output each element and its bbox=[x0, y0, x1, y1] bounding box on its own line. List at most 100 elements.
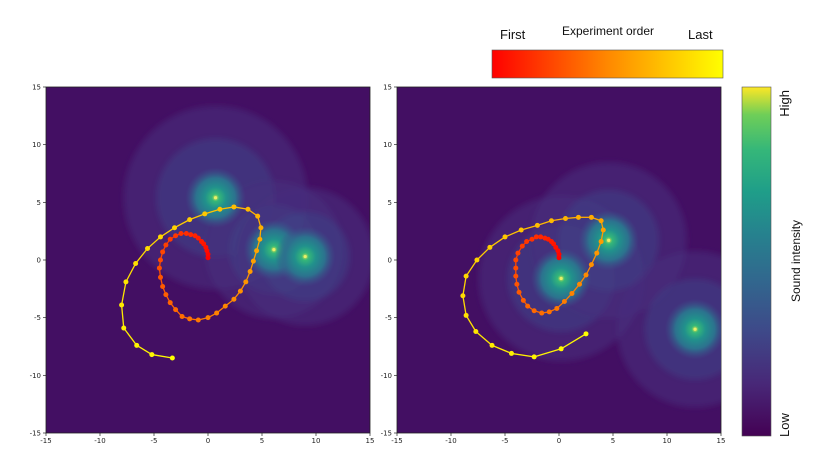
order-colorbar-first-label: First bbox=[500, 27, 526, 42]
experiment-point bbox=[531, 308, 537, 314]
experiment-point bbox=[474, 257, 480, 263]
experiment-point bbox=[169, 355, 175, 361]
experiment-point bbox=[250, 258, 256, 264]
experiment-point bbox=[558, 346, 564, 352]
y-tick-label: -10 bbox=[381, 372, 392, 380]
trajectory-segment bbox=[462, 276, 467, 296]
experiment-point bbox=[463, 312, 469, 318]
experiment-point bbox=[534, 222, 540, 228]
experiment-point bbox=[487, 244, 493, 250]
trajectory-segment bbox=[189, 213, 205, 221]
y-tick-label: 15 bbox=[383, 84, 392, 92]
experiment-point bbox=[518, 227, 524, 233]
trajectory-segment bbox=[204, 208, 221, 215]
experiment-point bbox=[254, 248, 260, 254]
experiment-point bbox=[513, 273, 519, 279]
experiment-point bbox=[546, 309, 552, 315]
y-tick-label: -15 bbox=[30, 430, 41, 438]
panel-left: -15 -10 -5 0 5 10 15 15 10 5 0 -5 -10 -15 bbox=[30, 84, 375, 446]
experiment-point bbox=[516, 289, 522, 295]
experiment-point bbox=[542, 235, 548, 241]
experiment-point bbox=[514, 281, 520, 287]
experiment-point bbox=[205, 255, 211, 261]
experiment-point bbox=[188, 232, 194, 238]
trajectory-segment bbox=[462, 295, 467, 316]
order-colorbar-last-label: Last bbox=[688, 27, 713, 42]
trajectory-segment bbox=[147, 236, 161, 249]
experiment-point bbox=[160, 249, 166, 255]
y-tick-label: 15 bbox=[32, 84, 41, 92]
experiment-point bbox=[237, 288, 243, 294]
x-tick-label: -10 bbox=[445, 437, 456, 445]
experiment-point bbox=[594, 250, 600, 256]
experiment-point bbox=[513, 257, 519, 263]
order-colorbar: Experiment order First Last bbox=[491, 24, 724, 79]
experiment-point bbox=[199, 239, 205, 245]
sound-source-peak-3 bbox=[693, 327, 697, 331]
x-tick-label: 15 bbox=[366, 437, 375, 445]
intensity-colorbar-low-label: Low bbox=[777, 413, 792, 437]
x-tick-label: 0 bbox=[206, 437, 210, 445]
x-tick-label: 5 bbox=[611, 437, 615, 445]
experiment-point bbox=[531, 354, 537, 360]
y-tick-label: 0 bbox=[388, 257, 392, 265]
panel-right: -15 -10 -5 0 5 10 15 15 10 5 0 -5 -10 -15 bbox=[381, 84, 726, 446]
experiment-point bbox=[588, 214, 594, 220]
experiment-point bbox=[554, 305, 560, 311]
intensity-colorbar-gradient bbox=[741, 86, 772, 437]
experiment-point bbox=[157, 257, 163, 263]
x-tick-label: -15 bbox=[391, 437, 402, 445]
trajectory-segment bbox=[125, 263, 137, 283]
experiment-point bbox=[561, 299, 567, 305]
x-tick-label: 10 bbox=[663, 437, 672, 445]
intensity-colorbar-label: Sound intensity bbox=[789, 220, 803, 302]
x-tick-label: -10 bbox=[94, 437, 105, 445]
sound-source-peak-1 bbox=[559, 276, 563, 281]
experiment-point bbox=[134, 342, 140, 348]
x-tick-label: 5 bbox=[260, 437, 264, 445]
experiment-point bbox=[245, 206, 251, 212]
experiment-point bbox=[548, 218, 554, 224]
experiment-point bbox=[160, 284, 166, 290]
experiment-point bbox=[192, 233, 198, 239]
experiment-point bbox=[600, 227, 606, 233]
trajectory-segment bbox=[120, 281, 127, 306]
trajectory-segment bbox=[123, 327, 138, 346]
experiment-point bbox=[187, 316, 193, 322]
experiment-point bbox=[121, 325, 127, 331]
y-tick-label: 5 bbox=[37, 199, 41, 207]
trajectory-segment bbox=[504, 229, 522, 238]
trajectory-segment bbox=[511, 352, 535, 358]
experiment-point bbox=[538, 234, 544, 240]
experiment-point bbox=[583, 272, 589, 278]
y-tick-label: 5 bbox=[388, 199, 392, 207]
experiment-point bbox=[556, 255, 562, 261]
experiment-point bbox=[525, 303, 531, 309]
experiment-point bbox=[460, 293, 466, 299]
experiment-point bbox=[231, 296, 237, 302]
experiment-point bbox=[598, 239, 604, 245]
trajectory-segment bbox=[491, 344, 512, 355]
experiment-point bbox=[569, 290, 575, 296]
experiment-point bbox=[167, 236, 173, 242]
y-tick-label: 10 bbox=[383, 141, 392, 149]
trajectory-segment bbox=[135, 248, 149, 264]
experiment-point bbox=[562, 215, 568, 221]
experiment-point bbox=[163, 242, 169, 248]
experiment-point bbox=[583, 331, 589, 337]
trajectory-segment bbox=[160, 227, 175, 238]
experiment-point bbox=[119, 302, 125, 308]
experiment-point bbox=[133, 260, 139, 266]
trajectory-segment bbox=[136, 344, 153, 356]
experiment-point bbox=[214, 310, 220, 316]
sound-source-peak-3 bbox=[303, 254, 307, 259]
experiment-point bbox=[524, 239, 530, 245]
experiment-point bbox=[489, 342, 495, 348]
trajectory-segment bbox=[475, 331, 493, 346]
experiment-point bbox=[149, 352, 155, 358]
experiment-point bbox=[588, 262, 594, 268]
experiment-point bbox=[247, 269, 253, 275]
experiment-point bbox=[258, 225, 264, 231]
experiment-point bbox=[577, 281, 583, 287]
experiment-point bbox=[172, 225, 178, 231]
